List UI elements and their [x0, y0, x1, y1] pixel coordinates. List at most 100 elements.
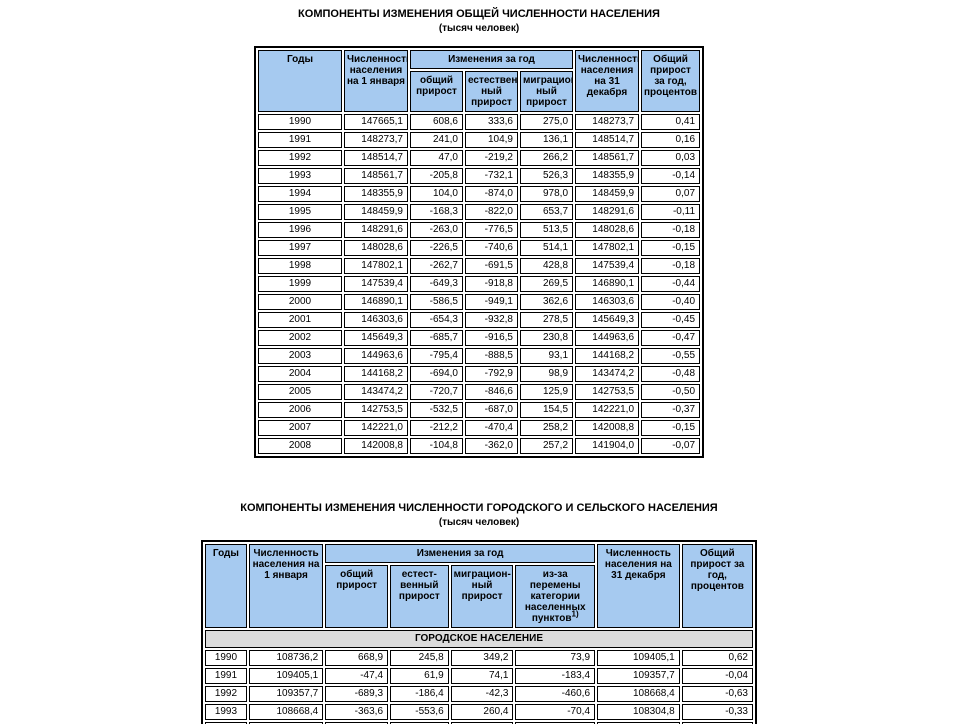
value-cell: 147665,1	[343, 114, 408, 130]
value-cell: -720,7	[409, 384, 463, 400]
value-cell: -795,4	[409, 348, 463, 364]
value-cell: -732,1	[464, 168, 518, 184]
value-cell: 142008,8	[343, 438, 408, 454]
value-cell: -694,0	[409, 366, 463, 382]
year-cell: 2001	[257, 312, 342, 328]
value-cell: -205,8	[409, 168, 463, 184]
value-cell: -689,3	[325, 686, 389, 702]
value-cell: 143474,2	[343, 384, 408, 400]
value-cell: -0,04	[681, 668, 753, 684]
value-cell: 141904,0	[575, 438, 640, 454]
value-cell: -649,3	[409, 276, 463, 292]
footnote-marker: 1)	[571, 609, 579, 619]
t2-col-header-category-change: из-за перемены категории населенных пунк…	[515, 565, 596, 628]
table-row: 1994108304,816,9-649,8686,9-20,2108321,7…	[205, 722, 753, 724]
section-spacer	[0, 458, 958, 502]
value-cell: -20,2	[515, 722, 596, 724]
value-cell: 142221,0	[343, 420, 408, 436]
value-cell: 74,1	[450, 668, 514, 684]
value-cell: 73,9	[515, 650, 596, 666]
t2-col-header-migration-growth: миграцион-ный прирост	[450, 565, 514, 628]
value-cell: 98,9	[519, 366, 574, 382]
value-cell: 148355,9	[575, 168, 640, 184]
value-cell: -363,6	[325, 704, 389, 720]
value-cell: 108668,4	[597, 686, 680, 702]
value-cell: 513,5	[519, 222, 574, 238]
value-cell: 147802,1	[343, 258, 408, 274]
value-cell: -553,6	[390, 704, 449, 720]
t1-col-header-growth-pct: Общий прирост за год, процентов	[641, 50, 701, 112]
table1-title: КОМПОНЕНТЫ ИЗМЕНЕНИЯ ОБЩЕЙ ЧИСЛЕННОСТИ Н…	[298, 8, 660, 20]
table-row: 1999 147539,4 -649,3 -918,8 269,5 146890,1 -0,…	[257, 276, 701, 292]
year-cell: 1991	[205, 668, 247, 684]
table-row: 2006 142753,5 -532,5 -687,0 154,5 142221,0 -0,…	[257, 402, 701, 418]
value-cell: -586,5	[409, 294, 463, 310]
value-cell: -532,5	[409, 402, 463, 418]
value-cell: 148291,6	[575, 204, 640, 220]
value-cell: 0,03	[641, 150, 701, 166]
table1-header-row-1: Годы Численность населения на 1 января И…	[257, 50, 701, 112]
value-cell: 668,9	[325, 650, 389, 666]
value-cell: 278,5	[519, 312, 574, 328]
value-cell: -918,8	[464, 276, 518, 292]
year-cell: 2006	[257, 402, 342, 418]
value-cell: -649,8	[390, 722, 449, 724]
value-cell: 0,16	[641, 132, 701, 148]
value-cell: 686,9	[450, 722, 514, 724]
table-row: 1991 148273,7 241,0 104,9 136,1 148514,7 0,16	[257, 132, 701, 148]
value-cell: -70,4	[515, 704, 596, 720]
year-cell: 2005	[257, 384, 342, 400]
value-cell: 108321,7	[597, 722, 680, 724]
value-cell: -822,0	[464, 204, 518, 220]
table-row: 2000 146890,1 -586,5 -949,1 362,6 146303,6 -0,…	[257, 294, 701, 310]
value-cell: -691,5	[464, 258, 518, 274]
value-cell: 230,8	[519, 330, 574, 346]
t1-col-header-pop-dec31: Численность населения на 31 декабря	[575, 50, 640, 112]
table-row: 1998 147802,1 -262,7 -691,5 428,8 147539,4 -0,…	[257, 258, 701, 274]
year-cell: 2000	[257, 294, 342, 310]
value-cell: 148273,7	[343, 132, 408, 148]
value-cell: 148561,7	[343, 168, 408, 184]
t1-col-header-changes-group: Изменения за год	[409, 50, 574, 69]
value-cell: 260,4	[450, 704, 514, 720]
value-cell: 142008,8	[575, 420, 640, 436]
value-cell: 144963,6	[575, 330, 640, 346]
value-cell: -874,0	[464, 186, 518, 202]
t2-col-header-years: Годы	[205, 544, 247, 628]
year-cell: 2002	[257, 330, 342, 346]
table-row: 2001 146303,6 -654,3 -932,8 278,5 145649,3 -0,…	[257, 312, 701, 328]
value-cell: 258,2	[519, 420, 574, 436]
t2-col-header-pop-jan1: Численность населения на 1 января	[248, 544, 324, 628]
value-cell: -186,4	[390, 686, 449, 702]
value-cell: 146303,6	[343, 312, 408, 328]
value-cell: -219,2	[464, 150, 518, 166]
value-cell: -47,4	[325, 668, 389, 684]
year-cell: 2004	[257, 366, 342, 382]
value-cell: 142753,5	[575, 384, 640, 400]
t1-col-header-years: Годы	[257, 50, 342, 112]
urban-rural-population-table: Годы Численность населения на 1 января И…	[201, 540, 757, 724]
value-cell: -740,6	[464, 240, 518, 256]
value-cell: 0,07	[641, 186, 701, 202]
value-cell: 148459,9	[343, 204, 408, 220]
value-cell: -212,2	[409, 420, 463, 436]
t1-col-header-natural-growth: естествен-ный прирост	[464, 71, 518, 112]
value-cell: 148514,7	[343, 150, 408, 166]
value-cell: 108304,8	[597, 704, 680, 720]
value-cell: -0,47	[641, 330, 701, 346]
value-cell: -0,55	[641, 348, 701, 364]
table2-header-row-2: общий прирост естест-венный прирост мигр…	[205, 565, 753, 628]
value-cell: 245,8	[390, 650, 449, 666]
t1-col-header-pop-jan1: Численность населения на 1 января	[343, 50, 408, 112]
value-cell: -460,6	[515, 686, 596, 702]
value-cell: 148028,6	[575, 222, 640, 238]
value-cell: -0,07	[641, 438, 701, 454]
table2-body: ГОРОДСКОЕ НАСЕЛЕНИЕ 1990 108736,2 668,9 245,…	[205, 630, 753, 724]
table-row: 2005 143474,2 -720,7 -846,6 125,9 142753,5 -0,…	[257, 384, 701, 400]
year-cell: 1995	[257, 204, 342, 220]
value-cell: -168,3	[409, 204, 463, 220]
value-cell: 142221,0	[575, 402, 640, 418]
year-cell: 1997	[257, 240, 342, 256]
year-cell: 1993	[205, 704, 247, 720]
value-cell: -470,4	[464, 420, 518, 436]
